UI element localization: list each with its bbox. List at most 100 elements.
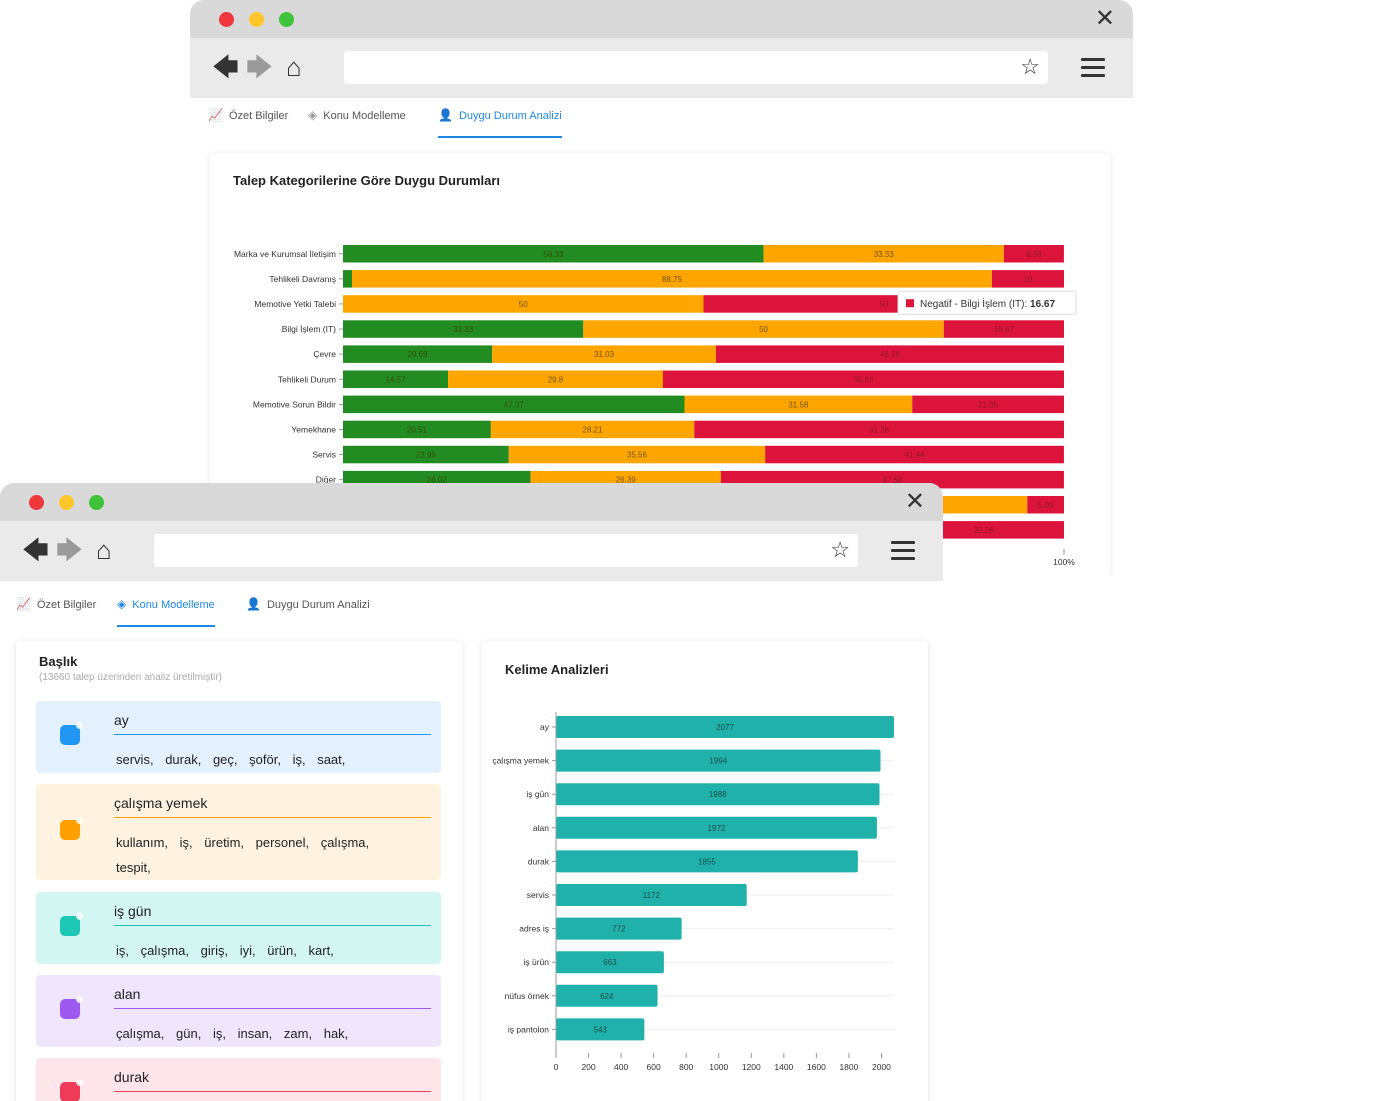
close-icon[interactable]: ✕ [1094, 5, 1115, 32]
data-label: 543 [594, 1025, 608, 1034]
tab-konu-modelleme[interactable]: ◈ Konu Modelleme [117, 597, 215, 627]
bar-segment [343, 445, 509, 464]
bar-segment [508, 445, 766, 464]
data-label: 50 [519, 300, 528, 309]
word-bar-chart: ay 2077 çalışma yemek 1994 iş gün 1988 alan 197… [492, 712, 894, 1072]
data-label: 1855 [698, 857, 716, 866]
bookmark-star-icon[interactable]: ☆ [830, 537, 850, 562]
data-label: 663 [603, 958, 617, 967]
category-label: Memotive Yetki Talebi [254, 299, 336, 309]
topic-card[interactable]: alan çalışma, gün, iş, insan, zam, hak, [36, 975, 441, 1047]
x-tick-label: 0 [554, 1062, 559, 1072]
data-label: 47.37 [504, 400, 525, 409]
data-label: 31.58 [788, 400, 809, 409]
maximize-dot[interactable] [89, 495, 104, 510]
topic-word: insan, [237, 1026, 273, 1041]
bar-segment [448, 370, 663, 388]
x-tick-label: 2000 [872, 1062, 891, 1072]
x-tick-label: 1600 [807, 1062, 826, 1072]
bar [556, 816, 877, 839]
topics-card-title: Başlık [39, 654, 78, 669]
forward-arrow-icon[interactable]: 🡆 [246, 52, 273, 82]
back-arrow-icon[interactable]: 🡄 [212, 52, 239, 82]
x-tick-label: 400 [614, 1062, 628, 1072]
data-label: 10 [1023, 275, 1032, 284]
bar [556, 850, 858, 873]
topic-card[interactable]: çalışma yemek kullanım, iş, üretim, perso… [36, 784, 441, 880]
category-label: iş pantolon [508, 1024, 549, 1034]
forward-arrow-icon[interactable]: 🡆 [56, 535, 83, 565]
category-label: adres iş [519, 924, 549, 934]
category-label: Servis [312, 450, 336, 460]
data-label: 16.67 [994, 325, 1015, 334]
data-label: 20.51 [407, 425, 428, 434]
topic-word: şoför, [249, 752, 281, 767]
category-label: Tehlikeli Davranış [269, 274, 336, 284]
data-label: 88.75 [662, 275, 683, 284]
bar [556, 951, 664, 974]
home-icon[interactable]: ⌂ [286, 52, 302, 82]
topic-word: hak, [323, 1026, 349, 1041]
bar-segment [912, 395, 1064, 414]
minimize-dot[interactable] [59, 495, 74, 510]
topic-card[interactable]: durak [36, 1058, 441, 1101]
tab-konu-modelleme[interactable]: ◈ Konu Modelleme [308, 108, 406, 122]
tab-ozet-bilgiler[interactable]: 📈 Özet Bilgiler [208, 108, 289, 122]
hamburger-menu-icon[interactable] [1081, 58, 1105, 82]
tooltip-value: 16.67 [1030, 299, 1055, 310]
minimize-dot[interactable] [249, 12, 264, 27]
x-tick-label: 1000 [709, 1062, 728, 1072]
home-icon[interactable]: ⌂ [96, 535, 112, 565]
category-label: durak [528, 856, 550, 866]
bar-segment [343, 270, 353, 288]
browser-toolbar: 🡄 🡆 ⌂ ☆ [190, 38, 1133, 98]
bar-segment [1027, 496, 1064, 514]
tooltip-text: Negatif - Bilgi İşlem (IT): 16.67 [920, 297, 1055, 310]
data-label: 22.99 [416, 451, 437, 460]
address-bar[interactable]: ☆ [344, 51, 1048, 84]
x-tick-label: 600 [647, 1062, 661, 1072]
tab-duygu-durum-analizi[interactable]: 👤 Duygu Durum Analizi [246, 597, 370, 611]
topic-word: iş, [212, 1026, 226, 1041]
back-arrow-icon[interactable]: 🡄 [22, 535, 49, 565]
topic-words: servis, durak, geç, şoför, iş, saat, [116, 747, 421, 772]
data-label: 14.57 [386, 375, 407, 384]
close-dot[interactable] [29, 495, 44, 510]
data-label: 26.39 [616, 476, 637, 485]
category-label: Marka ve Kurumsal İletişim [234, 249, 336, 259]
bar [556, 716, 894, 738]
stacked-bar-chart: Marka ve Kurumsal İletişim 58.33 33.33 8.33… [234, 245, 1077, 567]
maximize-dot[interactable] [279, 12, 294, 27]
bar-segment [343, 295, 704, 313]
close-icon[interactable]: ✕ [904, 488, 925, 515]
data-label: 50 [759, 325, 768, 334]
tab-duygu-durum-analizi[interactable]: 👤 Duygu Durum Analizi [438, 108, 562, 138]
topic-word: iş, [292, 752, 306, 767]
data-label: 33.33 [874, 250, 895, 259]
data-label: 41.44 [905, 451, 926, 460]
data-label: 5.09 [1038, 501, 1054, 510]
topic-word: kart, [308, 943, 334, 958]
category-label: Bilgi İşlem (IT) [282, 324, 336, 334]
topic-word: saat, [317, 752, 346, 767]
address-bar[interactable]: ☆ [154, 534, 858, 567]
data-label: 33.33 [453, 325, 474, 334]
hamburger-menu-icon[interactable] [891, 541, 915, 565]
front-browser-window: ✕ 🡄 🡆 ⌂ ☆ 📈 Özet Bilgiler ◈ Konu Modelleme… [0, 483, 943, 1101]
topic-card[interactable]: ay servis, durak, geç, şoför, iş, saat, [36, 701, 441, 773]
bar [556, 984, 658, 1007]
data-label: 50 [879, 300, 888, 309]
topic-word: kullanım, [116, 835, 169, 850]
data-label: 28.21 [583, 425, 604, 434]
topic-words: çalışma, gün, iş, insan, zam, hak, [116, 1021, 421, 1046]
browser-toolbar: 🡄 🡆 ⌂ ☆ [0, 521, 943, 581]
chart-tooltip: Negatif - Bilgi İşlem (IT): 16.67 [897, 290, 1077, 315]
category-label: servis [527, 890, 549, 900]
bar-segment [343, 245, 764, 263]
layers-icon: ◈ [308, 108, 318, 122]
bookmark-star-icon[interactable]: ☆ [1020, 54, 1040, 79]
topic-title: iş gün [114, 903, 431, 926]
close-dot[interactable] [219, 12, 234, 27]
topic-card[interactable]: iş gün iş, çalışma, giriş, iyi, ürün, kar… [36, 892, 441, 964]
tab-ozet-bilgiler[interactable]: 📈 Özet Bilgiler [16, 597, 97, 611]
